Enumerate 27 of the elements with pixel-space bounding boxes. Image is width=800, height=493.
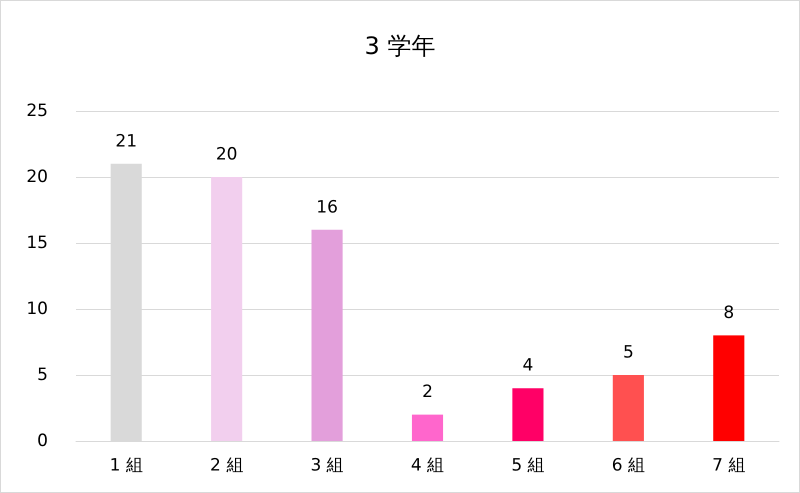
x-tick-label: 4 組 [410,456,444,476]
y-tick-label: 15 [26,233,48,253]
data-label: 16 [316,197,338,218]
bar [713,335,744,441]
x-tick-label: 1 組 [110,456,143,476]
bar [512,388,544,441]
x-tick-label: 7 組 [712,456,746,476]
bar [612,375,644,441]
data-label: 5 [622,342,634,362]
bar [412,414,444,441]
data-label: 20 [216,144,238,164]
data-label: 21 [115,131,138,152]
x-tick-label: 2 組 [210,456,244,476]
bar [312,230,343,441]
chart-title: 3 学年 [364,32,436,60]
x-tick-label: 6 組 [612,456,645,476]
y-tick-label: 25 [26,101,48,121]
y-tick-label: 10 [26,299,48,319]
y-tick-label: 0 [37,431,48,451]
data-label: 8 [723,302,734,323]
data-label: 2 [422,382,433,402]
data-label: 4 [522,356,534,376]
x-tick-label: 3 組 [310,456,344,476]
y-tick-label: 5 [37,365,48,385]
y-tick-label: 20 [26,167,48,187]
bar [211,177,242,441]
x-tick-label: 5 組 [511,456,545,476]
